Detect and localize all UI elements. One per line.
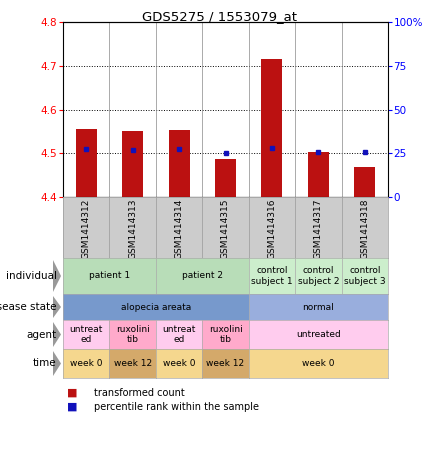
Text: untreat
ed: untreat ed — [70, 325, 103, 344]
Text: untreated: untreated — [296, 330, 341, 339]
Text: week 12: week 12 — [206, 359, 244, 368]
Text: week 0: week 0 — [70, 359, 102, 368]
Bar — [354, 167, 375, 197]
Text: agent: agent — [27, 329, 57, 339]
Polygon shape — [53, 351, 61, 376]
Text: ■: ■ — [67, 402, 78, 412]
Text: GSM1414315: GSM1414315 — [221, 199, 230, 259]
Text: GSM1414313: GSM1414313 — [128, 199, 137, 259]
Text: GSM1414314: GSM1414314 — [175, 199, 184, 259]
Text: control
subject 3: control subject 3 — [344, 266, 385, 286]
Text: normal: normal — [303, 303, 334, 312]
Text: week 12: week 12 — [113, 359, 152, 368]
Bar — [215, 159, 236, 197]
Text: week 0: week 0 — [302, 359, 335, 368]
Text: alopecia areata: alopecia areata — [121, 303, 191, 312]
Text: patient 2: patient 2 — [182, 271, 223, 280]
Text: week 0: week 0 — [163, 359, 195, 368]
Bar — [76, 129, 97, 197]
Text: individual: individual — [6, 271, 57, 281]
Bar — [122, 130, 143, 197]
Text: percentile rank within the sample: percentile rank within the sample — [94, 402, 259, 412]
Text: patient 1: patient 1 — [89, 271, 130, 280]
Text: GDS5275 / 1553079_at: GDS5275 / 1553079_at — [141, 10, 297, 23]
Bar — [308, 151, 329, 197]
Bar — [261, 59, 283, 197]
Polygon shape — [53, 322, 61, 347]
Text: untreat
ed: untreat ed — [162, 325, 196, 344]
Text: control
subject 2: control subject 2 — [297, 266, 339, 286]
Text: time: time — [33, 358, 57, 368]
Bar — [169, 130, 190, 197]
Polygon shape — [53, 260, 61, 292]
Text: control
subject 1: control subject 1 — [251, 266, 293, 286]
Text: GSM1414317: GSM1414317 — [314, 199, 323, 259]
Text: disease state: disease state — [0, 302, 57, 312]
Text: GSM1414312: GSM1414312 — [82, 199, 91, 259]
Polygon shape — [53, 296, 61, 318]
Text: GSM1414318: GSM1414318 — [360, 199, 369, 259]
Text: ■: ■ — [67, 388, 78, 398]
Text: transformed count: transformed count — [94, 388, 184, 398]
Text: ruxolini
tib: ruxolini tib — [116, 325, 149, 344]
Text: ruxolini
tib: ruxolini tib — [208, 325, 242, 344]
Text: GSM1414316: GSM1414316 — [268, 199, 276, 259]
